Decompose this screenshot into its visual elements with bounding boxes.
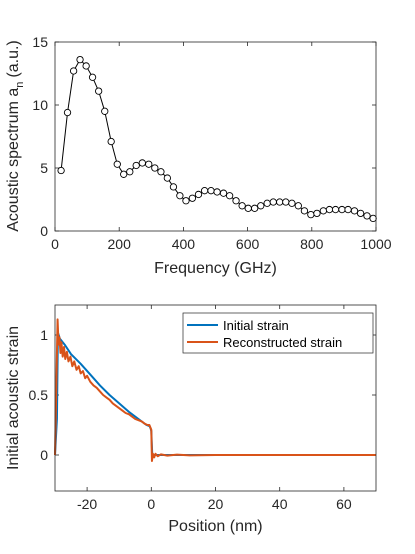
data-point (307, 210, 315, 219)
y-tick-label: 1 (40, 327, 48, 343)
data-point (244, 204, 252, 212)
strain-chart: -20 0 20 40 60 0 0.5 1 Position (nm) Initial ac… (5, 304, 377, 535)
strain-legend: Initial strain Reconstructed strain (182, 312, 374, 354)
series-line-1 (54, 318, 376, 462)
data-point (257, 202, 265, 210)
data-point (163, 174, 172, 182)
data-point (63, 108, 72, 117)
data-point (120, 170, 128, 178)
x-tick-label: -20 (77, 496, 97, 512)
data-point (151, 164, 159, 172)
data-point (288, 199, 296, 207)
x-tick-label: 40 (272, 496, 288, 512)
data-point (276, 198, 284, 206)
data-point (325, 205, 334, 214)
data-point (363, 212, 371, 220)
strain-plot-frame (54, 304, 377, 492)
data-point (113, 160, 121, 168)
data-point (107, 137, 115, 146)
data-point (251, 204, 259, 212)
legend-label-initial: Initial strain (223, 318, 289, 333)
data-point (101, 107, 109, 115)
data-point (176, 192, 184, 200)
data-point (69, 67, 78, 75)
x-tick-label: 800 (300, 236, 324, 252)
data-point (225, 192, 234, 200)
spectrum-ylabel-main: Acoustic spectrum a (5, 88, 22, 232)
data-point (319, 207, 328, 215)
spectrum-ylabel-subscript: n (14, 82, 26, 88)
data-point (369, 214, 377, 223)
data-point (132, 161, 140, 170)
spectrum-ylabel: Acoustic spectrum an (a.u.) (5, 40, 26, 232)
x-tick-label: 0 (147, 496, 155, 512)
x-tick-label: 400 (172, 236, 196, 252)
data-point (88, 73, 97, 81)
y-tick-label: 10 (32, 97, 48, 113)
y-tick-label: 5 (40, 160, 48, 176)
data-point (294, 202, 302, 210)
y-tick-label: 15 (32, 34, 48, 50)
spectrum-ylabel-units: (a.u.) (5, 40, 22, 77)
spectrum-plot-frame (54, 41, 377, 232)
x-tick-label: 20 (208, 496, 224, 512)
data-point (145, 160, 153, 168)
data-point (300, 207, 309, 215)
x-tick-label: 60 (336, 496, 352, 512)
legend-box (182, 312, 374, 354)
y-tick-label: 0.5 (29, 387, 49, 403)
data-point (219, 189, 228, 197)
data-point (213, 188, 221, 196)
data-point (57, 166, 65, 175)
data-point (269, 198, 277, 206)
x-tick-label: 1000 (360, 236, 391, 252)
strain-xlabel: Position (nm) (168, 518, 262, 535)
data-point (238, 202, 246, 210)
data-point (313, 209, 321, 218)
data-point (182, 197, 190, 205)
strain-ylabel: Initial acoustic strain (5, 326, 22, 470)
spectrum-xlabel: Frequency (GHz) (154, 260, 277, 277)
legend-label-reconstructed: Reconstructed strain (223, 335, 342, 350)
data-point (263, 199, 271, 207)
x-tick-label: 0 (51, 236, 59, 252)
y-tick-label: 0 (40, 223, 48, 239)
x-tick-label: 200 (108, 236, 132, 252)
data-point (95, 87, 103, 95)
data-point (169, 183, 178, 191)
data-point (194, 190, 203, 199)
x-tick-label: 600 (236, 236, 260, 252)
data-point (344, 205, 352, 214)
y-tick-label: 0 (40, 447, 48, 463)
data-point (138, 159, 146, 167)
data-point (331, 205, 340, 214)
data-point (338, 205, 346, 214)
data-point (232, 197, 240, 205)
data-point (188, 194, 197, 202)
data-point (157, 168, 165, 176)
data-point (200, 187, 209, 195)
data-point (207, 187, 215, 195)
data-point (282, 198, 290, 206)
data-point (76, 55, 84, 64)
data-point (126, 168, 134, 176)
data-point (82, 62, 90, 70)
data-point (356, 209, 365, 218)
data-point (350, 207, 359, 215)
